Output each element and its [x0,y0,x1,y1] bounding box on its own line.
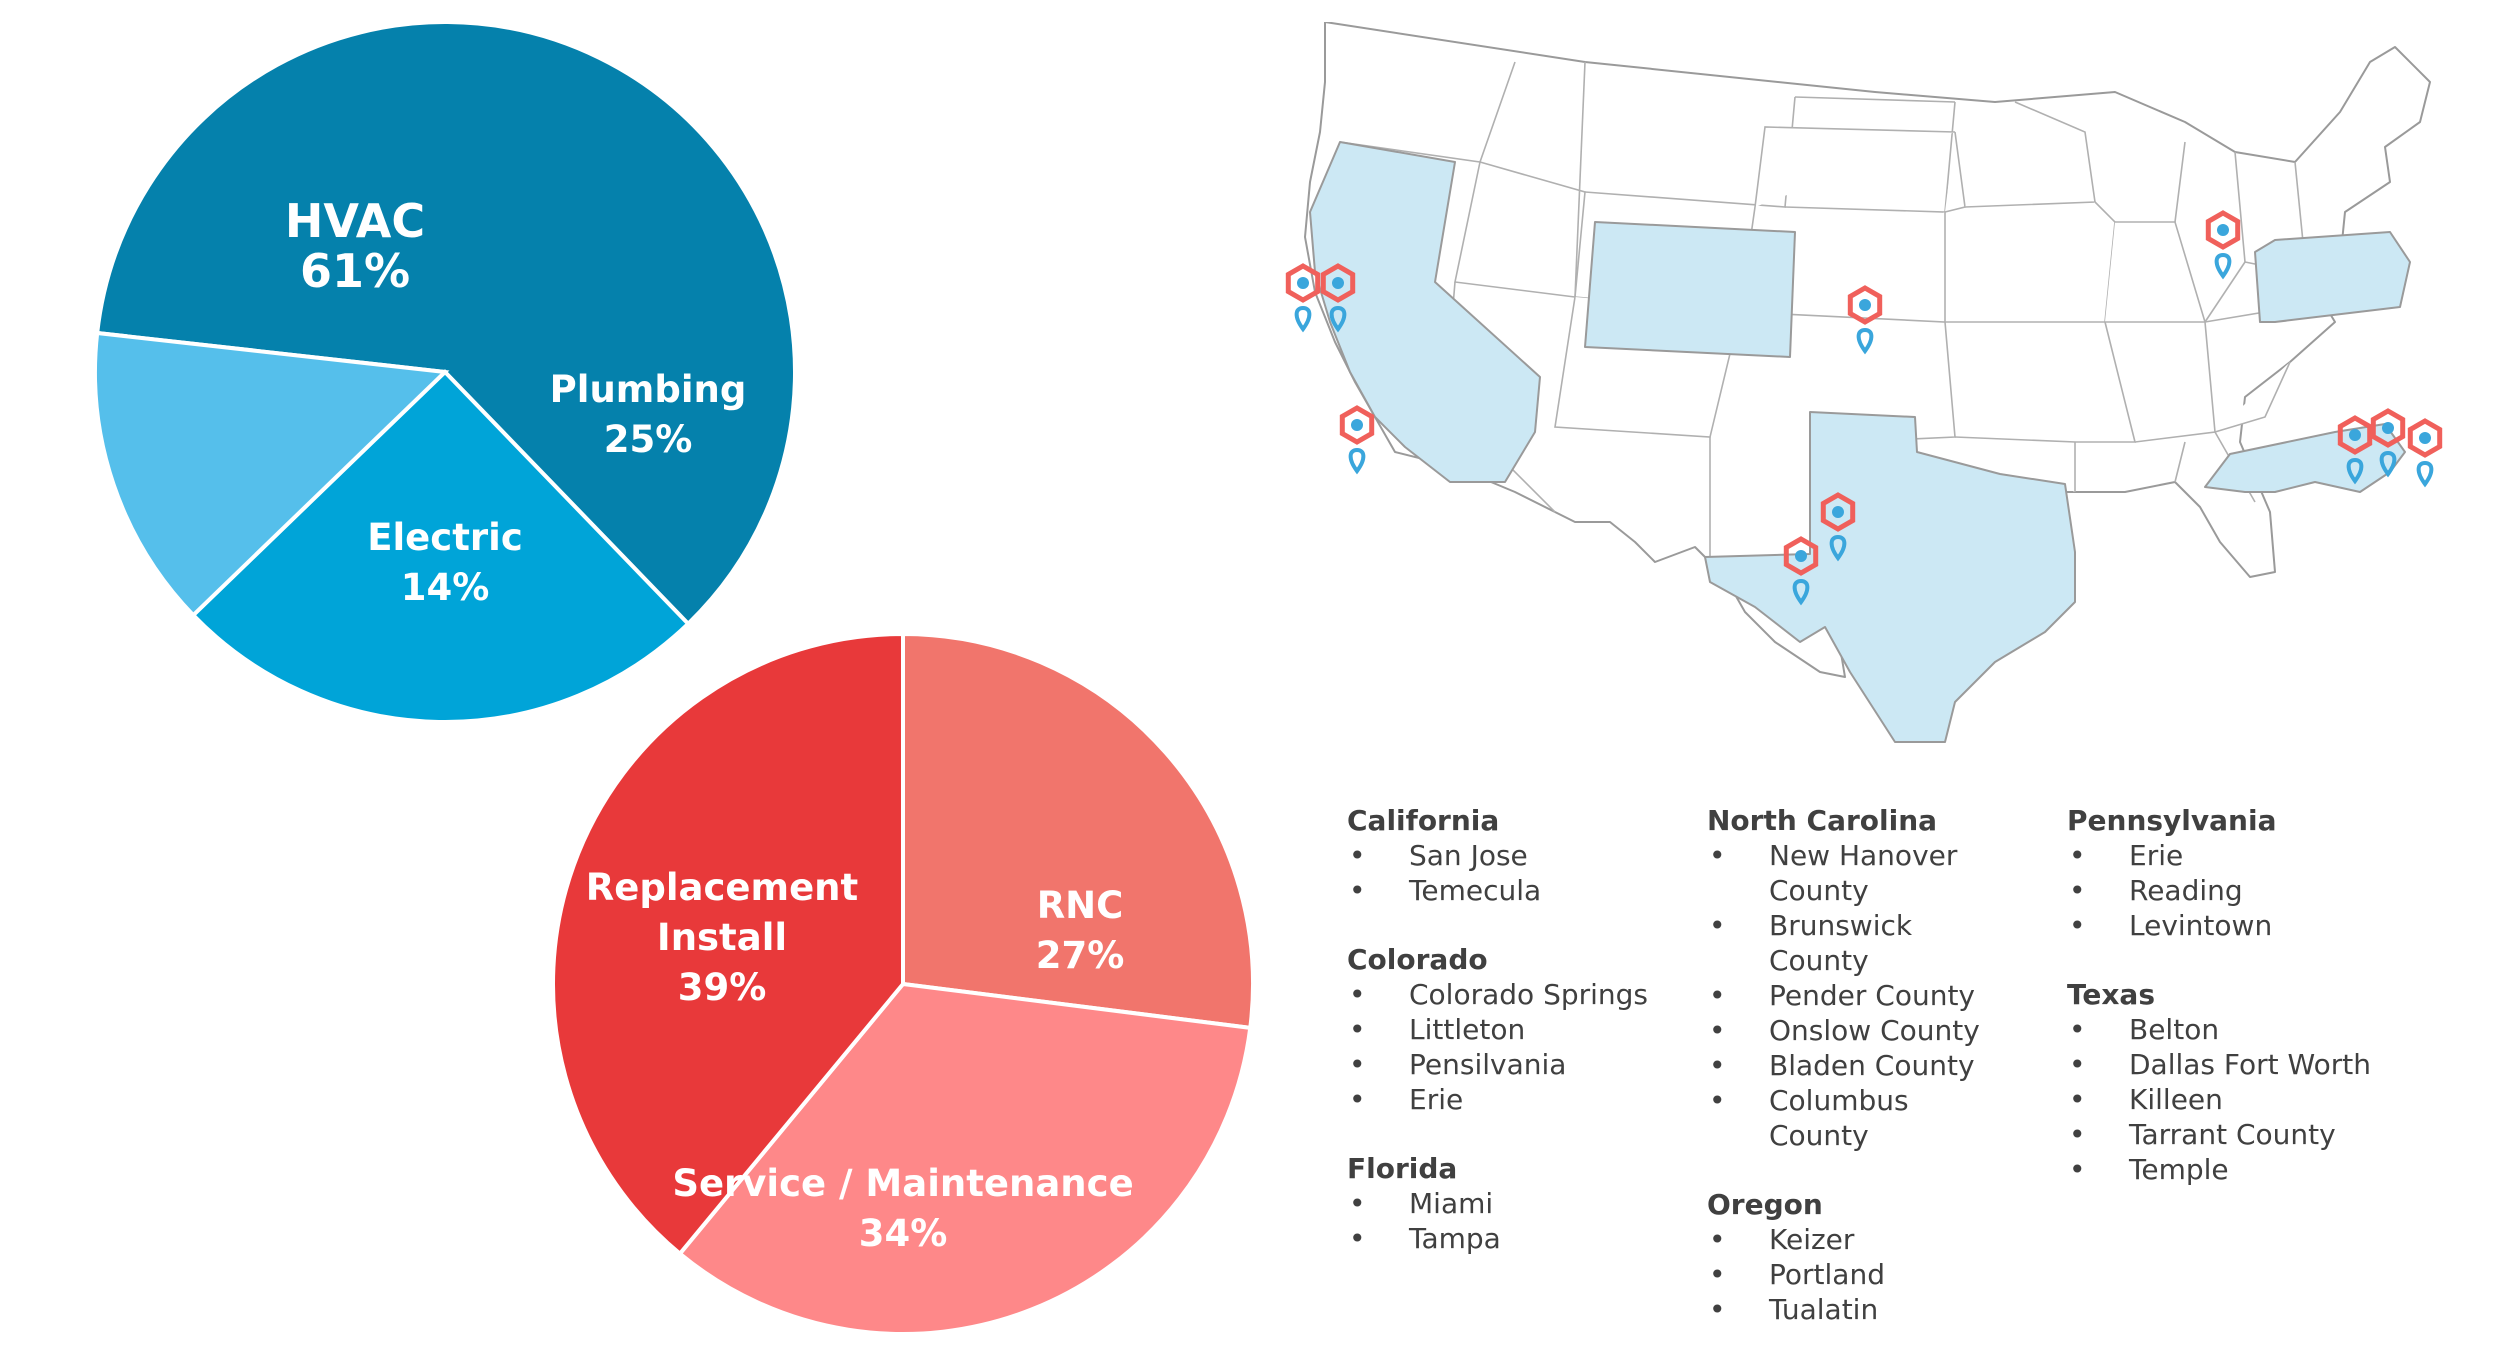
location-marker-icon [1339,405,1375,475]
pie-slice-service-maintenance [677,981,1253,1336]
pie-label-replacement-install: Replacement [586,866,858,909]
location-marker-icon [1783,536,1819,606]
location-marker-icon [2407,418,2443,488]
pie-value-plumbing: 25% [604,418,693,461]
pie-slice-hvac [94,20,797,627]
location-marker-icon [1820,492,1856,562]
pie-value-rnc: 27% [1036,934,1125,977]
city-item: Levintown [2067,908,2417,943]
city-item: Dallas Fort Worth [2067,1047,2417,1082]
city-item: Temecula [1347,873,1697,908]
locations-column-1: California San Jose Temecula Colorado Co… [1347,803,1697,1290]
pie-label-rnc: RNC [1037,884,1124,927]
location-marker-icon [2370,408,2406,478]
pie-value-hvac: 61% [300,244,410,298]
state-pennsylvania [2254,231,2411,323]
pie-slice-replacement-install [551,631,905,1257]
city-item: Reading [2067,873,2417,908]
location-marker-icon [2205,210,2241,280]
state-group: California San Jose Temecula [1347,803,1697,908]
state-name: North Carolina [1707,804,1938,837]
city-item: Erie [1347,1082,1697,1117]
city-item: Bladen County [1707,1048,1987,1083]
pie-slice-rnc [901,631,1255,1031]
city-item: Colorado Springs [1347,977,1697,1012]
locations-column-2: North Carolina New Hanover County Brunsw… [1707,803,2057,1361]
city-item: New Hanover County [1707,838,1987,908]
state-name: Florida [1347,1152,1458,1185]
pie-label-service-maintenance: Service / Maintenance [672,1162,1133,1205]
city-item: Miami [1347,1186,1697,1221]
location-marker-icon [2337,415,2373,485]
state-name: Oregon [1707,1188,1823,1221]
pie-value-electric: 14% [401,566,490,609]
pie-label-plumbing: Plumbing [550,368,747,411]
city-item: San Jose [1347,838,1697,873]
pie-slice-plumbing [190,369,691,724]
location-marker-icon [1320,263,1356,333]
pie-label-electric: Electric [367,516,523,559]
city-item: Tualatin [1707,1292,2057,1327]
city-item: Temple [2067,1152,2417,1187]
location-markers [1285,210,2443,606]
city-item: Columbus County [1707,1083,1987,1153]
city-item: Keizer [1707,1222,2057,1257]
pie-slice-electric [93,330,450,618]
state-colorado [1584,221,1796,358]
pie-value-service-maintenance: 34% [859,1212,948,1255]
pie-label-hvac: HVAC [285,194,425,248]
city-item: Portland [1707,1257,2057,1292]
locations-column-3: Pennsylvania Erie Reading Levintown Texa… [2067,803,2417,1221]
pie-label-replacement-install: Install [657,916,787,959]
location-marker-icon [1285,263,1321,333]
city-item: Brunswick County [1707,908,1987,978]
state-group: Pennsylvania Erie Reading Levintown [2067,803,2417,943]
state-group: Colorado Colorado Springs Littleton Pens… [1347,942,1697,1117]
state-group: Oregon Keizer Portland Tualatin [1707,1187,2057,1327]
city-item: Tarrant County [2067,1117,2417,1152]
state-name: Pennsylvania [2067,804,2277,837]
state-name: Colorado [1347,943,1488,976]
state-group: Texas Belton Dallas Fort Worth Killeen T… [2067,977,2417,1187]
city-item: Tampa [1347,1221,1697,1256]
city-item: Erie [2067,838,2417,873]
city-item: Onslow County [1707,1013,1987,1048]
us-map [1255,21,2455,762]
state-group: North Carolina New Hanover County Brunsw… [1707,803,2057,1153]
city-item: Pender County [1707,978,1987,1013]
pie-chart-job-types: RNC 27% Service / Maintenance 34% Replacemen… [551,631,1255,1336]
city-item: Belton [2067,1012,2417,1047]
state-name: Texas [2067,978,2155,1011]
state-texas [1704,411,2076,743]
city-item: Littleton [1347,1012,1697,1047]
location-marker-icon [1847,285,1883,355]
city-item: Pensilvania [1347,1047,1697,1082]
us-map-svg [1285,21,2443,743]
city-item: Killeen [2067,1082,2417,1117]
state-name: California [1347,804,1500,837]
state-group: Florida Miami Tampa [1347,1151,1697,1256]
pie-value-replacement-install: 39% [678,966,767,1009]
